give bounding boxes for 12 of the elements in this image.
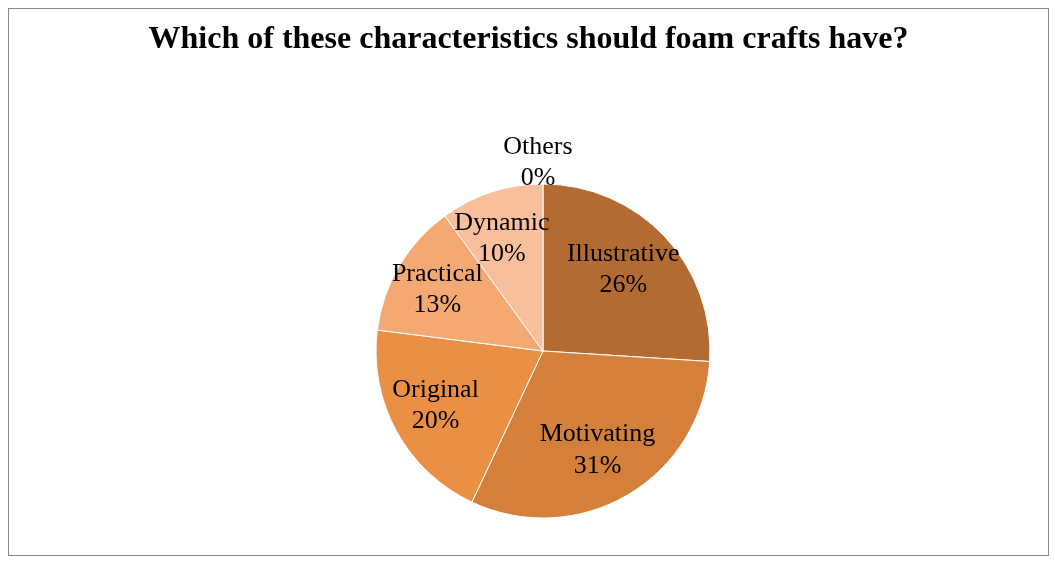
data-label: 26%	[599, 268, 648, 298]
slice-label: Motivating	[539, 418, 656, 448]
text: 0%	[520, 161, 556, 191]
data-label: 13%	[413, 289, 462, 319]
data-label: 31%	[573, 449, 622, 479]
slice-label: Practical	[391, 258, 483, 288]
slice-label: Original	[392, 374, 479, 404]
category-label: Others	[503, 130, 573, 160]
data-label: 20%	[411, 405, 460, 435]
chart-title: Which of these characteristics should foam crafts have?	[147, 18, 910, 57]
slice-label: Illustrative	[566, 237, 680, 267]
slice-label: Dynamic	[454, 206, 550, 236]
